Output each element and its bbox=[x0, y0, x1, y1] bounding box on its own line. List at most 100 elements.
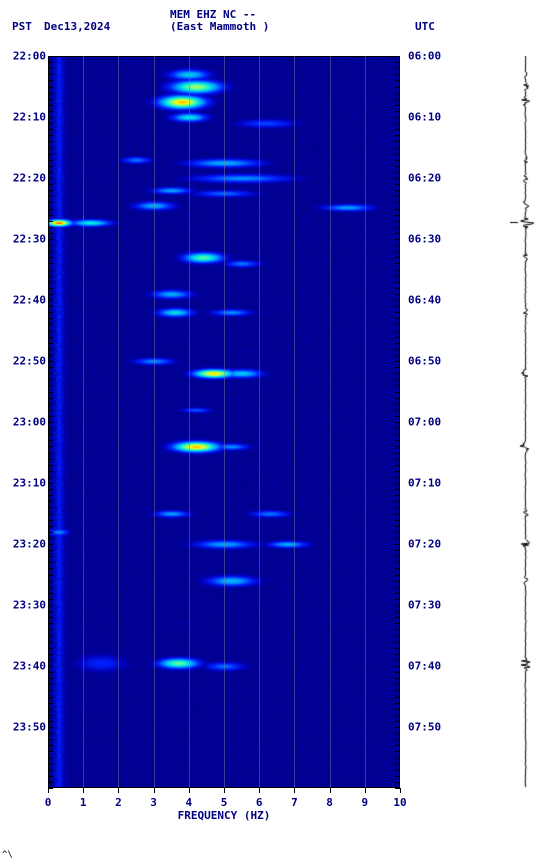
minor-tick bbox=[395, 550, 400, 551]
footer-mark: ^\ bbox=[2, 850, 13, 860]
x-tick-mark bbox=[365, 788, 366, 793]
minor-tick bbox=[395, 123, 400, 124]
minor-tick bbox=[395, 544, 400, 545]
y-left-label: 22:40 bbox=[13, 294, 46, 307]
minor-tick bbox=[395, 87, 400, 88]
minor-tick bbox=[48, 74, 53, 75]
minor-tick bbox=[48, 294, 53, 295]
minor-tick bbox=[395, 398, 400, 399]
minor-tick bbox=[395, 556, 400, 557]
minor-tick bbox=[395, 581, 400, 582]
minor-tick bbox=[48, 154, 53, 155]
minor-tick bbox=[48, 117, 53, 118]
minor-tick bbox=[48, 196, 53, 197]
y-right-label: 06:50 bbox=[408, 355, 441, 368]
minor-tick bbox=[48, 605, 53, 606]
y-left-label: 23:20 bbox=[13, 538, 46, 551]
y-right-label: 07:50 bbox=[408, 721, 441, 734]
minor-tick bbox=[395, 263, 400, 264]
x-tick-mark bbox=[154, 788, 155, 793]
minor-tick bbox=[48, 68, 53, 69]
minor-tick bbox=[48, 678, 53, 679]
minor-tick bbox=[48, 331, 53, 332]
minor-tick bbox=[48, 428, 53, 429]
minor-tick bbox=[395, 68, 400, 69]
minor-tick bbox=[48, 568, 53, 569]
minor-tick bbox=[48, 593, 53, 594]
minor-tick bbox=[395, 233, 400, 234]
plot-header: PST Dec13,2024 MEM EHZ NC -- (East Mammo… bbox=[0, 0, 552, 44]
minor-tick bbox=[48, 611, 53, 612]
minor-tick bbox=[395, 349, 400, 350]
minor-tick bbox=[395, 764, 400, 765]
minor-tick bbox=[48, 392, 53, 393]
minor-tick bbox=[48, 538, 53, 539]
minor-tick bbox=[48, 105, 53, 106]
minor-tick bbox=[48, 489, 53, 490]
minor-tick bbox=[395, 111, 400, 112]
minor-tick bbox=[48, 129, 53, 130]
minor-tick bbox=[395, 361, 400, 362]
minor-tick bbox=[395, 392, 400, 393]
minor-tick bbox=[395, 209, 400, 210]
minor-tick bbox=[48, 135, 53, 136]
minor-tick bbox=[48, 483, 53, 484]
minor-tick bbox=[395, 733, 400, 734]
minor-tick bbox=[48, 666, 53, 667]
x-tick-mark bbox=[83, 788, 84, 793]
minor-tick bbox=[48, 148, 53, 149]
minor-tick bbox=[395, 93, 400, 94]
tz-right-label: UTC bbox=[415, 20, 435, 33]
minor-tick bbox=[48, 703, 53, 704]
x-tick-label: 4 bbox=[185, 796, 192, 809]
x-tick-label: 2 bbox=[115, 796, 122, 809]
minor-tick bbox=[395, 453, 400, 454]
y-left-label: 23:40 bbox=[13, 660, 46, 673]
minor-tick bbox=[48, 477, 53, 478]
minor-tick bbox=[48, 764, 53, 765]
gridline bbox=[294, 56, 295, 788]
minor-tick bbox=[395, 758, 400, 759]
minor-tick bbox=[48, 337, 53, 338]
y-left-label: 23:30 bbox=[13, 599, 46, 612]
x-axis-label: FREQUENCY (HZ) bbox=[178, 809, 271, 822]
minor-tick bbox=[48, 575, 53, 576]
minor-tick bbox=[48, 221, 53, 222]
x-tick-label: 10 bbox=[393, 796, 406, 809]
minor-tick bbox=[395, 385, 400, 386]
y-right-label: 06:30 bbox=[408, 233, 441, 246]
minor-tick bbox=[395, 782, 400, 783]
minor-tick bbox=[395, 196, 400, 197]
minor-tick bbox=[48, 367, 53, 368]
minor-tick bbox=[395, 135, 400, 136]
minor-tick bbox=[395, 788, 400, 789]
station-line2: (East Mammoth ) bbox=[170, 20, 269, 33]
minor-tick bbox=[395, 239, 400, 240]
minor-tick bbox=[395, 410, 400, 411]
minor-tick bbox=[48, 318, 53, 319]
minor-tick bbox=[395, 745, 400, 746]
minor-tick bbox=[48, 111, 53, 112]
minor-tick bbox=[48, 782, 53, 783]
minor-tick bbox=[395, 172, 400, 173]
y-left-label: 22:50 bbox=[13, 355, 46, 368]
minor-tick bbox=[395, 751, 400, 752]
minor-tick bbox=[395, 184, 400, 185]
x-tick-label: 1 bbox=[80, 796, 87, 809]
y-right-label: 07:20 bbox=[408, 538, 441, 551]
minor-tick bbox=[48, 343, 53, 344]
minor-tick bbox=[395, 257, 400, 258]
minor-tick bbox=[395, 501, 400, 502]
minor-tick bbox=[48, 172, 53, 173]
minor-tick bbox=[48, 410, 53, 411]
minor-tick bbox=[48, 422, 53, 423]
y-right-label: 06:40 bbox=[408, 294, 441, 307]
minor-tick bbox=[395, 697, 400, 698]
minor-tick bbox=[48, 288, 53, 289]
minor-tick bbox=[48, 440, 53, 441]
gridline bbox=[330, 56, 331, 788]
minor-tick bbox=[48, 355, 53, 356]
minor-tick bbox=[48, 416, 53, 417]
minor-tick bbox=[395, 721, 400, 722]
minor-tick bbox=[395, 160, 400, 161]
